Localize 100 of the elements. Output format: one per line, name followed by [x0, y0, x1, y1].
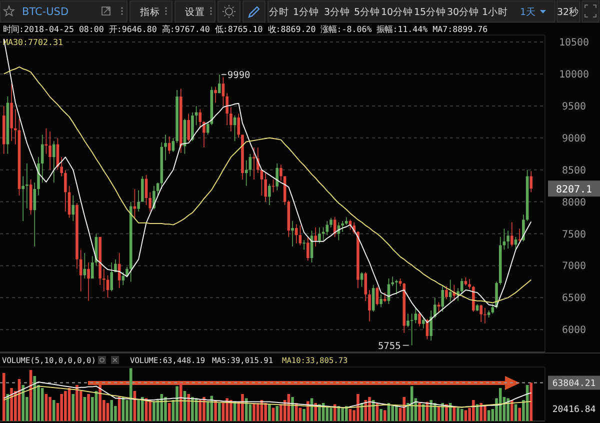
candlestick — [318, 226, 321, 244]
bar — [380, 409, 382, 421]
candlestick — [102, 268, 106, 292]
candlestick — [441, 286, 444, 312]
bar — [402, 397, 406, 421]
candlestick — [87, 262, 90, 302]
bar — [330, 408, 332, 421]
candlestick — [64, 169, 67, 212]
text: 15分钟 — [414, 6, 446, 18]
text: 时间:2018-04-25 08:00 开:9646.80 高:9767.40 低:8765.10 收:8869.20 涨幅:-8.06% 振幅:11.44% MA7:8899.76 — [3, 24, 488, 34]
bar — [33, 376, 36, 421]
candlestick — [226, 92, 228, 126]
bar — [418, 403, 421, 421]
text: 5分钟 — [354, 6, 380, 18]
candlestick — [383, 292, 386, 303]
candlestick — [276, 163, 279, 191]
candlestick — [187, 113, 190, 142]
text: 32秒 — [556, 6, 580, 18]
candlestick — [414, 306, 418, 324]
candlestick — [314, 226, 318, 247]
bar — [141, 397, 144, 421]
bar — [345, 406, 348, 421]
candlestick — [26, 163, 28, 209]
bar — [395, 406, 398, 421]
candlestick — [380, 294, 382, 308]
candlestick — [264, 172, 267, 202]
candlestick — [48, 131, 52, 170]
candlestick — [83, 252, 86, 279]
candlestick — [430, 310, 432, 341]
candlestick — [434, 297, 436, 319]
candlestick — [518, 228, 521, 242]
annotation: 9990 — [227, 70, 251, 82]
text: 1天 — [520, 7, 536, 18]
text: 1小时 — [482, 6, 508, 18]
y-tick-label: 9500 — [562, 101, 586, 112]
bar — [464, 410, 468, 421]
candlestick — [360, 272, 364, 288]
candlestick — [364, 272, 368, 302]
candlestick — [406, 313, 410, 328]
bar — [302, 409, 306, 421]
annotation: 5755 — [378, 340, 401, 352]
candlestick — [410, 313, 414, 346]
bar — [60, 394, 63, 421]
bar — [268, 404, 271, 421]
bar — [87, 394, 90, 421]
bar — [498, 388, 502, 421]
bar — [510, 400, 514, 421]
bar — [198, 400, 202, 421]
y-tick-label: 6500 — [562, 293, 586, 304]
candlestick — [252, 147, 256, 180]
bar — [110, 400, 114, 421]
candlestick — [341, 220, 344, 232]
candlestick — [468, 278, 471, 290]
candlestick — [506, 230, 510, 249]
bar — [52, 400, 56, 421]
candlestick — [164, 134, 167, 161]
bar — [368, 397, 371, 421]
text: 1分钟 — [292, 6, 320, 18]
candlestick — [445, 286, 448, 300]
candlestick — [198, 108, 202, 129]
y-tick-label: 20416.84 — [552, 405, 596, 416]
bar — [252, 403, 256, 421]
line-series — [3, 66, 532, 304]
candlestick — [141, 176, 144, 202]
candlestick — [122, 272, 125, 286]
bar — [226, 398, 228, 421]
bar — [530, 382, 533, 421]
bar — [460, 409, 464, 421]
candlestick — [372, 284, 375, 312]
bar — [484, 406, 486, 421]
candlestick — [306, 236, 310, 262]
candlestick — [168, 136, 171, 154]
bar — [148, 400, 152, 421]
bar — [176, 386, 178, 421]
candlestick — [110, 262, 114, 292]
bar — [179, 382, 182, 421]
bar — [152, 401, 156, 421]
bar — [230, 400, 232, 421]
text: 分时 — [269, 6, 289, 18]
bar — [291, 397, 294, 421]
candlestick — [291, 220, 294, 247]
bar — [348, 409, 352, 421]
candlestick — [72, 195, 75, 222]
candlestick — [330, 217, 332, 228]
candlestick — [530, 170, 533, 193]
text: 3分钟 — [324, 6, 350, 18]
candlestick — [268, 184, 271, 206]
bar — [391, 406, 394, 421]
candlestick — [480, 304, 483, 322]
candlestick — [248, 153, 252, 177]
bar — [48, 397, 52, 421]
bar — [72, 394, 75, 421]
bar — [10, 388, 13, 421]
candlestick — [395, 279, 398, 295]
bar — [506, 398, 510, 421]
candlestick — [230, 106, 232, 132]
bar — [383, 410, 386, 421]
y-tick-label: 9000 — [562, 133, 586, 144]
candlestick — [202, 120, 206, 148]
bar — [356, 394, 360, 421]
